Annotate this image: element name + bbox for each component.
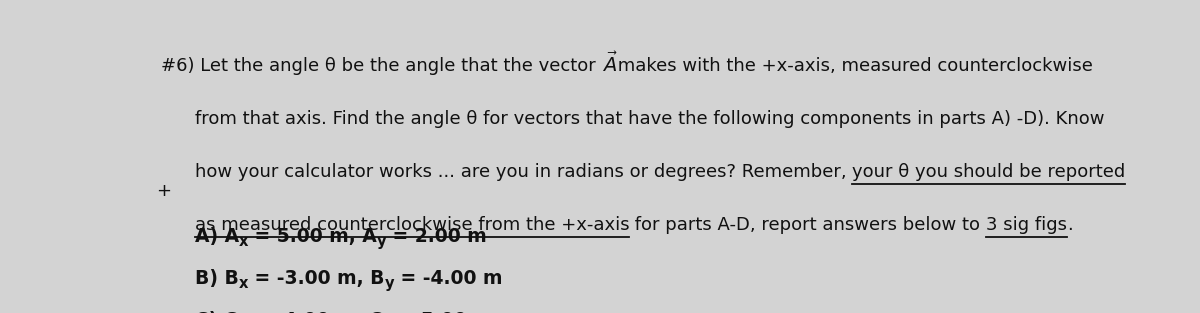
Text: = 5.00 m, A: = 5.00 m, A xyxy=(248,227,377,246)
Text: makes with the +x-axis, measured counterclockwise: makes with the +x-axis, measured counter… xyxy=(612,57,1093,75)
Text: B) B: B) B xyxy=(194,269,239,288)
Text: from that axis. Find the angle θ for vectors that have the following components : from that axis. Find the angle θ for vec… xyxy=(194,110,1104,128)
Text: for parts A-D, report answers below to: for parts A-D, report answers below to xyxy=(629,216,986,234)
Text: 3 sig figs: 3 sig figs xyxy=(986,216,1067,234)
Text: y: y xyxy=(384,276,394,291)
Text: A) A: A) A xyxy=(194,227,239,246)
Text: your θ you should be reported: your θ you should be reported xyxy=(852,163,1126,181)
Text: x: x xyxy=(239,276,248,291)
Text: = -3.00 m, B: = -3.00 m, B xyxy=(248,269,384,288)
Text: y: y xyxy=(377,234,386,249)
Text: how your calculator works ... are you in radians or degrees? Remember,: how your calculator works ... are you in… xyxy=(194,163,852,181)
Text: x: x xyxy=(239,234,248,249)
Text: +: + xyxy=(156,182,172,200)
Text: as measured counterclockwise from the +x-axis: as measured counterclockwise from the +x… xyxy=(194,216,629,234)
Text: = 2.00 m: = 2.00 m xyxy=(386,227,487,246)
Text: = -4.00 m: = -4.00 m xyxy=(394,269,503,288)
Text: $\vec{A}$: $\vec{A}$ xyxy=(601,52,618,76)
Text: #6) Let the angle θ be the angle that the vector: #6) Let the angle θ be the angle that th… xyxy=(161,57,601,75)
Text: .: . xyxy=(1067,216,1073,234)
Text: = 5.00 m: = 5.00 m xyxy=(392,311,493,313)
Text: = -4.00 m, C: = -4.00 m, C xyxy=(247,311,383,313)
Text: C) C: C) C xyxy=(194,311,238,313)
